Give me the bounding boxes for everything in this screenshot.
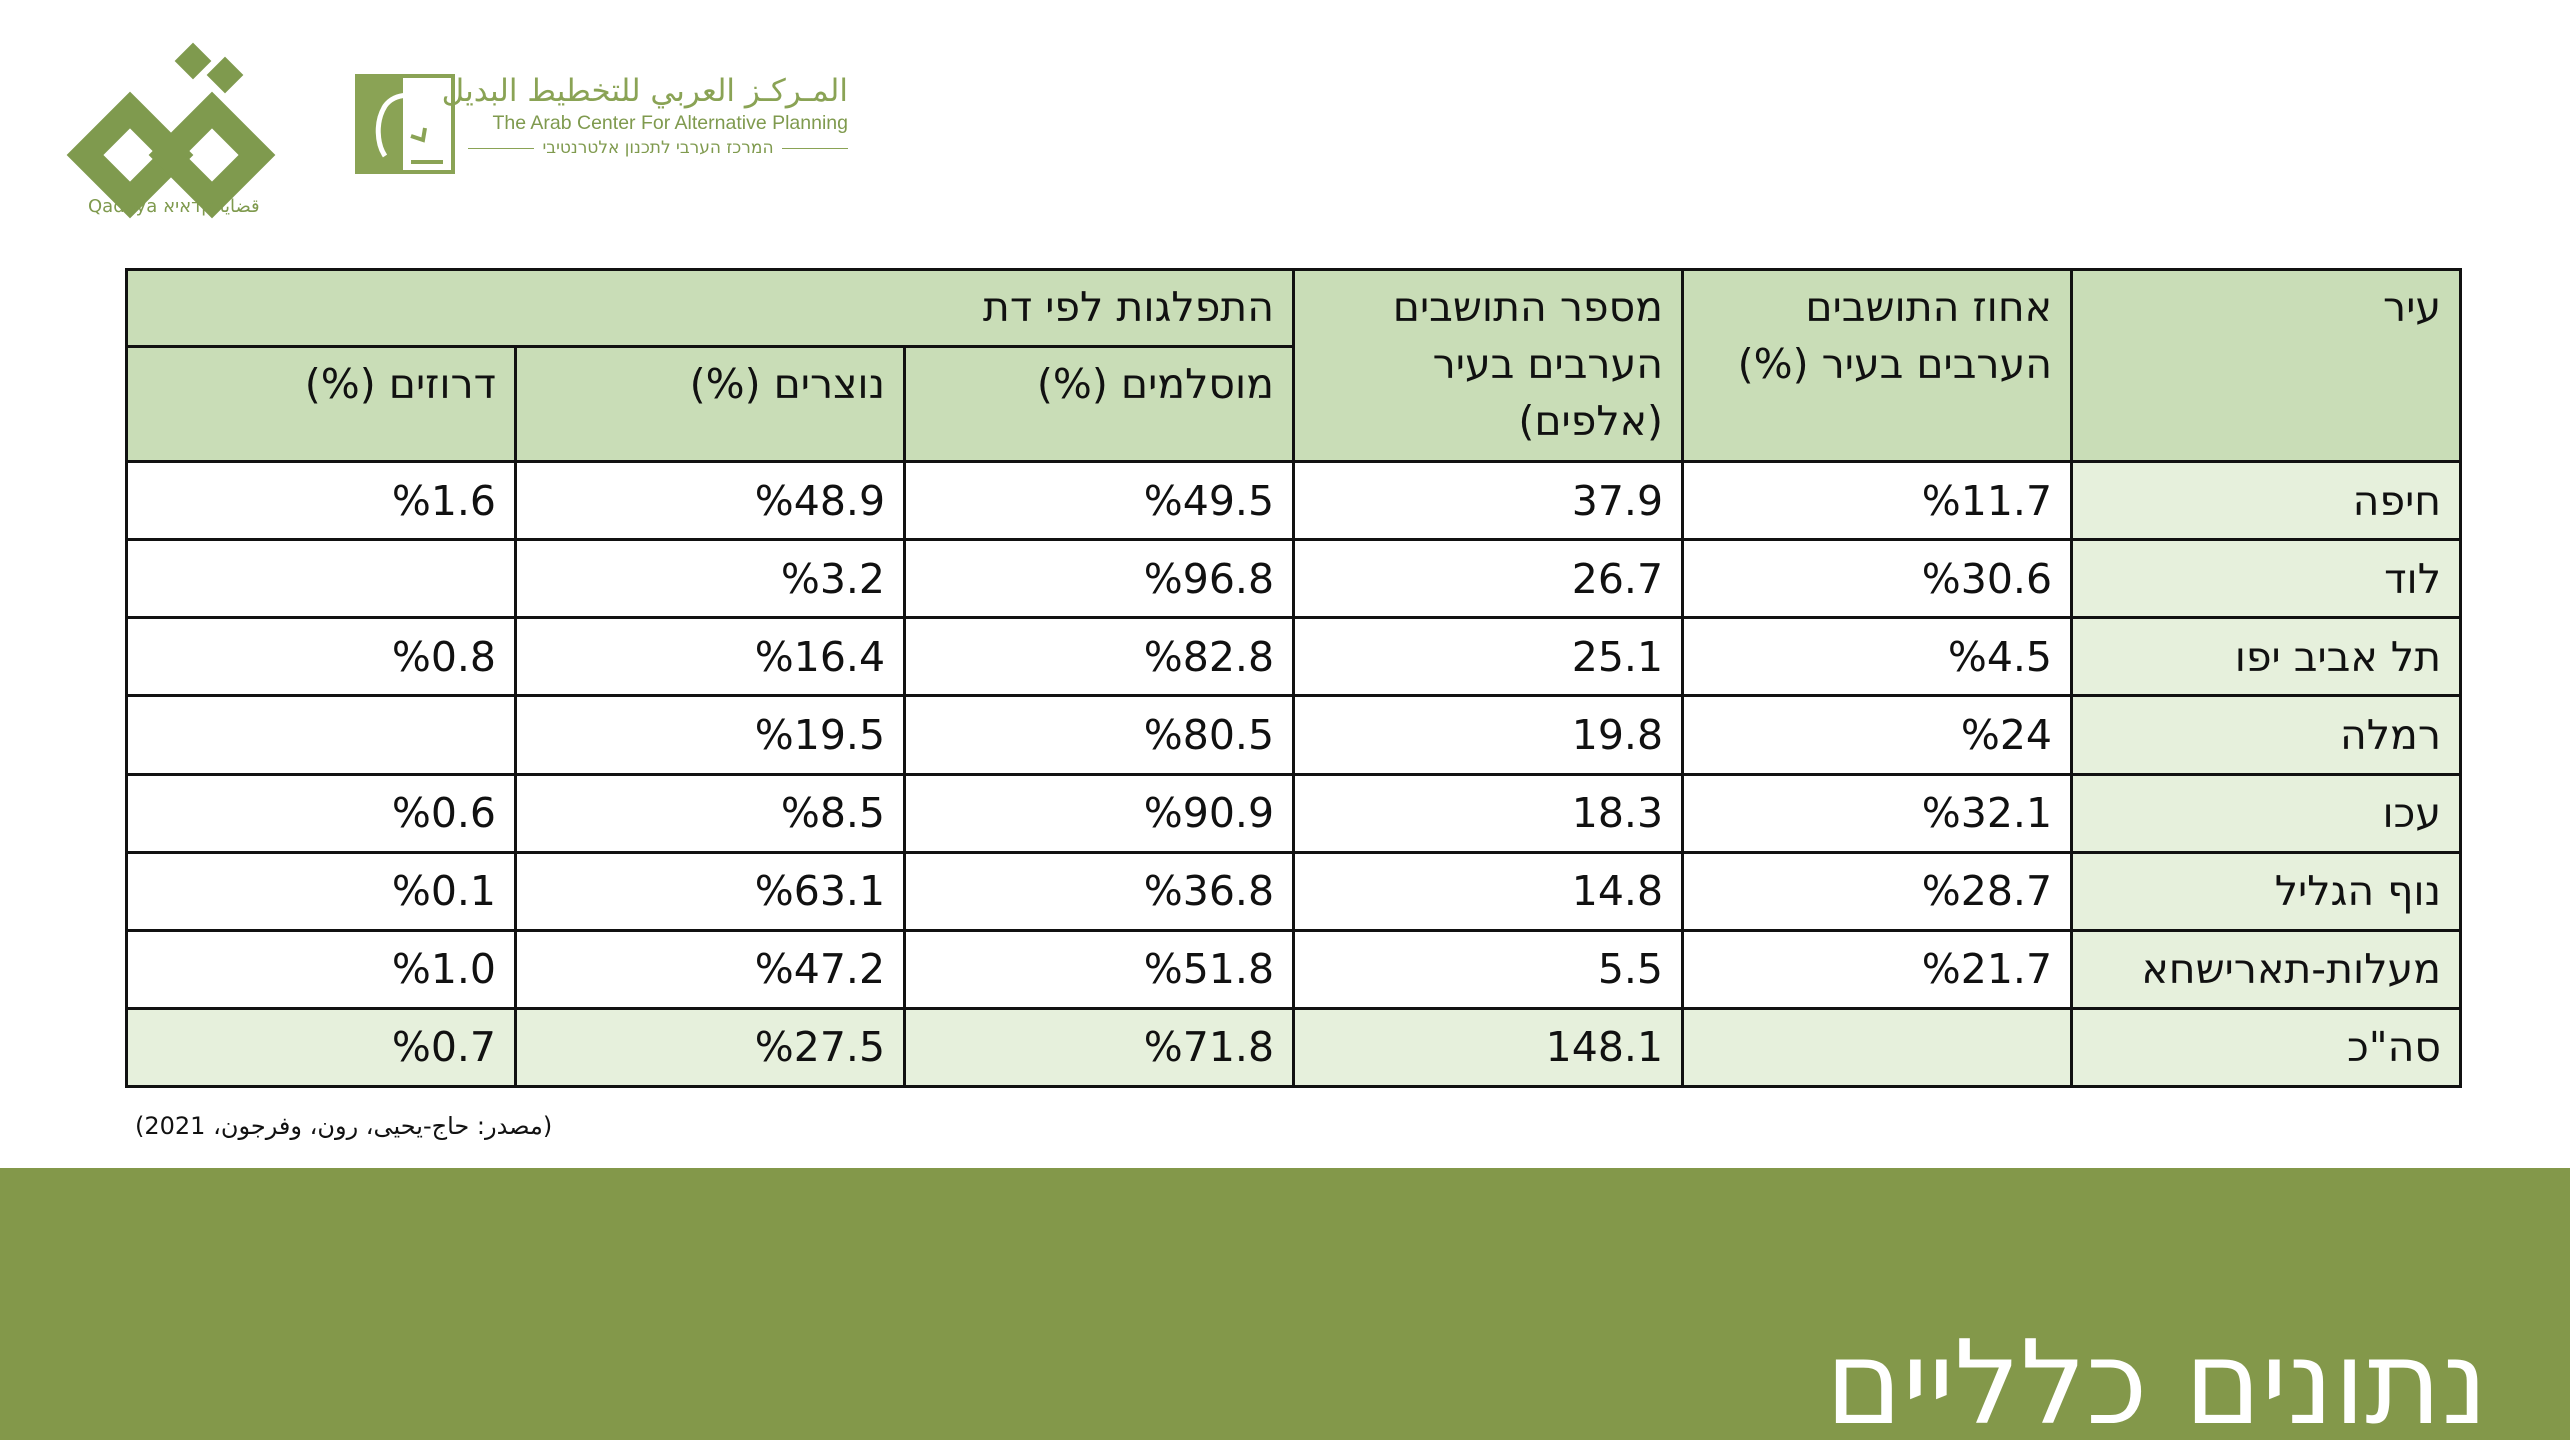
table-row: נוף הגליל %28.7 14.8 %36.8 %63.1 %0.1 [124,850,2463,932]
divider [468,147,535,149]
cell-total-label: סה"כ [2070,1006,2463,1089]
header-druze: דרוזים (%) [124,345,518,463]
cell-arab-count: 148.1 [1292,1006,1685,1089]
cell-city: נוף הגליל [2070,850,2463,932]
cell-arab-count: 14.8 [1292,850,1685,932]
cell-arab-percent: %32.1 [1681,772,2074,854]
cell-arab-count: 26.7 [1292,538,1685,620]
cell-druze [124,694,518,776]
cell-city: תל אביב יפו [2070,616,2463,698]
cell-city: רמלה [2070,694,2463,776]
table-row: עכו %32.1 18.3 %90.9 %8.5 %0.6 [124,772,2463,854]
cell-muslims: %36.8 [903,850,1296,932]
cell-christians: %16.4 [514,616,907,698]
cell-muslims: %49.5 [903,459,1296,542]
header-city: עיר [2070,268,2463,463]
qadaya-caption: Qadaya قضايا קדאיא [88,196,260,217]
acap-arabic-name: المـركـز العربي للتخطيط البديل [441,73,848,109]
cell-city: לוד [2070,538,2463,620]
cell-arab-count: 37.9 [1292,459,1685,542]
cell-druze: %0.1 [124,850,518,932]
cell-arab-percent: %30.6 [1681,538,2074,620]
slide-title: נתונים כלליים [1825,1315,2488,1451]
cell-christians: %27.5 [514,1006,907,1089]
table-row: לוד %30.6 26.7 %96.8 %3.2 [124,538,2463,620]
cell-arab-count: 18.3 [1292,772,1685,854]
cell-arab-count: 5.5 [1292,928,1685,1010]
cell-arab-percent: %24 [1681,694,2074,776]
cell-muslims: %90.9 [903,772,1296,854]
cell-city: עכו [2070,772,2463,854]
cell-arab-percent [1681,1006,2074,1089]
cell-druze: %1.0 [124,928,518,1010]
cell-christians: %19.5 [514,694,907,776]
cell-arab-percent: %21.7 [1681,928,2074,1010]
header-christians: נוצרים (%) [514,345,907,463]
acap-wordmark: المـركـز العربي للتخطيط البديل The Arab … [441,72,848,158]
cell-arab-percent: %11.7 [1681,459,2074,542]
cell-city: מעלות-תארישחא [2070,928,2463,1010]
acap-english-name: The Arab Center For Alternative Planning [492,112,848,134]
table-row: תל אביב יפו %4.5 25.1 %82.8 %16.4 %0.8 [124,616,2463,698]
cell-druze: %0.6 [124,772,518,854]
cell-christians: %3.2 [514,538,907,620]
footer-band [0,1168,2570,1440]
cell-city: חיפה [2070,459,2463,542]
cell-muslims: %51.8 [903,928,1296,1010]
header-muslims: מוסלמים (%) [903,345,1296,463]
acap-hebrew-name: המרכז הערבי לתכנון אלטרנטיבי [542,138,774,158]
cell-arab-count: 25.1 [1292,616,1685,698]
cell-muslims: %71.8 [903,1006,1296,1089]
cell-muslims: %96.8 [903,538,1296,620]
cell-arab-percent: %28.7 [1681,850,2074,932]
cell-druze: %0.7 [124,1006,518,1089]
source-citation: (مصدر: حاج-يحيى، رون، وفرجون، 2021) [135,1112,553,1140]
header-religion-group: התפלגות לפי דת [124,268,1296,348]
cell-druze: %0.8 [124,616,518,698]
cell-christians: %48.9 [514,459,907,542]
qadaya-logo [66,42,276,219]
cell-arab-count: 19.8 [1292,694,1685,776]
total-row: סה"כ 148.1 %71.8 %27.5 %0.7 [124,1006,2463,1089]
divider [781,147,848,149]
table-row: חיפה %11.7 37.9 %49.5 %48.9 %1.6 [124,459,2463,542]
cell-muslims: %82.8 [903,616,1296,698]
cell-arab-percent: %4.5 [1681,616,2074,698]
cell-muslims: %80.5 [903,694,1296,776]
cell-christians: %47.2 [514,928,907,1010]
cell-christians: %8.5 [514,772,907,854]
table-row: מעלות-תארישחא %21.7 5.5 %51.8 %47.2 %1.0 [124,928,2463,1010]
arab-population-table: עיר אחוז התושבים הערבים בעיר (%) מספר הת… [124,268,2463,1089]
header-arab-percent: אחוז התושבים הערבים בעיר (%) [1681,268,2074,463]
acap-logo [355,74,455,174]
header-arab-count: מספר התושבים הערבים בעיר (אלפים) [1292,268,1685,463]
cell-druze: %1.6 [124,459,518,542]
cell-christians: %63.1 [514,850,907,932]
table-row: רמלה %24 19.8 %80.5 %19.5 [124,694,2463,776]
cell-druze [124,538,518,620]
